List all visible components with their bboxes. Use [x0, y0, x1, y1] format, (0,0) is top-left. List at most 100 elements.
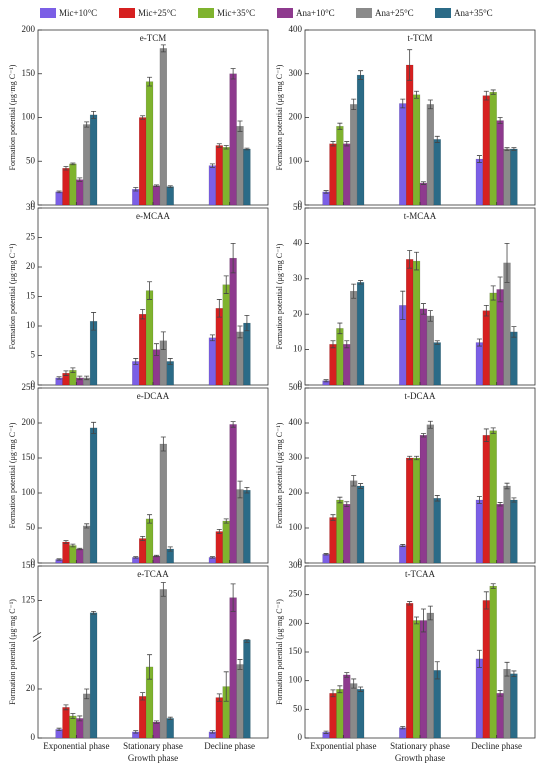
error-bar: [133, 556, 139, 559]
error-bar: [344, 340, 350, 349]
error-bar: [483, 304, 489, 317]
y-tick-label: 250: [22, 382, 36, 392]
error-bar: [504, 147, 510, 151]
y-tick-label: 15: [26, 291, 36, 301]
error-bar: [414, 251, 420, 271]
bar: [475, 342, 484, 386]
bar: [482, 310, 490, 386]
legend-label: Mic+35°C: [217, 8, 255, 18]
bar: [503, 148, 511, 206]
error-bar: [434, 495, 440, 502]
error-bar: [91, 110, 97, 119]
error-bar: [476, 649, 482, 668]
x-axis-label: Growth phase: [128, 753, 178, 763]
bar: [222, 284, 230, 386]
bar: [243, 322, 251, 386]
error-bar: [63, 370, 69, 376]
error-bar: [160, 331, 166, 350]
y-tick-label: 300: [289, 452, 303, 462]
error-bar: [209, 334, 215, 342]
bar: [433, 342, 441, 386]
error-bar: [483, 428, 489, 442]
bar: [69, 545, 77, 564]
y-tick-label: 0: [298, 557, 303, 567]
error-bar: [420, 433, 426, 438]
y-tick-label: 100: [289, 522, 303, 532]
error-bar: [330, 340, 336, 349]
error-bar: [70, 713, 76, 719]
y-tick-label: 20: [26, 261, 36, 271]
bar: [166, 718, 174, 739]
y-tick-label: 0: [31, 199, 36, 209]
error-bar: [476, 155, 482, 163]
error-bar: [323, 553, 329, 556]
x-tick-label: Exponential phase: [310, 741, 376, 751]
error-bar: [407, 49, 413, 81]
error-bar: [358, 686, 364, 692]
legend-label: Mic+10°C: [59, 8, 97, 18]
y-tick-label: 400: [289, 24, 303, 34]
error-bar: [63, 704, 69, 711]
y-tick-label: 300: [289, 560, 303, 570]
error-bar: [323, 379, 329, 383]
bar: [89, 321, 98, 386]
error-bar: [511, 326, 517, 338]
error-bar: [237, 480, 243, 499]
error-bar: [63, 540, 69, 544]
error-bar: [400, 290, 406, 320]
y-tick-label: 200: [289, 112, 303, 122]
axis-break: [32, 632, 42, 638]
bar: [343, 143, 351, 206]
error-bar: [56, 190, 62, 194]
error-bar: [427, 310, 433, 322]
error-bar: [223, 145, 229, 150]
y-tick-label: 125: [22, 594, 36, 604]
error-bar: [414, 90, 420, 99]
error-bar: [504, 482, 510, 490]
bar: [229, 73, 237, 206]
bar: [496, 693, 504, 739]
error-bar: [133, 730, 139, 734]
y-tick-label: 50: [26, 155, 36, 165]
bar: [76, 548, 84, 564]
bar: [350, 480, 358, 564]
bar: [356, 485, 365, 564]
error-bar: [497, 276, 503, 303]
bar: [76, 179, 84, 206]
bar: [329, 143, 337, 206]
error-bar: [490, 89, 496, 95]
y-axis-label: Formation potential (μg·mg C⁻¹): [8, 243, 17, 349]
bar: [62, 168, 70, 206]
y-tick-label: 10: [26, 320, 36, 330]
error-bar: [209, 163, 215, 168]
error-bar: [77, 375, 83, 381]
bar: [132, 189, 140, 206]
bar: [489, 91, 497, 206]
bar: [482, 435, 490, 564]
bar: [215, 308, 223, 386]
bar: [159, 443, 167, 564]
y-tick-label: 500: [289, 382, 303, 392]
panel-title: e-MCAA: [136, 211, 170, 221]
bar: [166, 186, 174, 206]
error-bar: [216, 529, 222, 534]
bar: [152, 185, 161, 206]
bar: [69, 715, 77, 739]
error-bar: [511, 147, 517, 151]
panel-title: e-TCAA: [137, 569, 169, 579]
y-tick-label: 5: [31, 350, 36, 360]
bar: [475, 499, 484, 564]
error-bar: [337, 496, 343, 504]
y-tick-label: 0: [31, 732, 36, 742]
bar: [510, 331, 518, 386]
bar: [138, 314, 147, 386]
legend-swatch: [40, 8, 56, 18]
error-bar: [414, 616, 420, 625]
bar: [489, 430, 497, 564]
panel-title: t-TCAA: [405, 569, 435, 579]
y-tick-label: 0: [298, 199, 303, 209]
bar: [433, 670, 441, 739]
error-bar: [237, 120, 243, 132]
error-bar: [140, 309, 146, 320]
y-axis-label: Formation potential (μg·mg C⁻¹): [275, 243, 284, 349]
